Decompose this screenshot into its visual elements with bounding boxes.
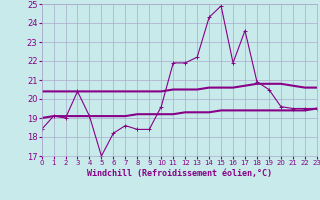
X-axis label: Windchill (Refroidissement éolien,°C): Windchill (Refroidissement éolien,°C) (87, 169, 272, 178)
